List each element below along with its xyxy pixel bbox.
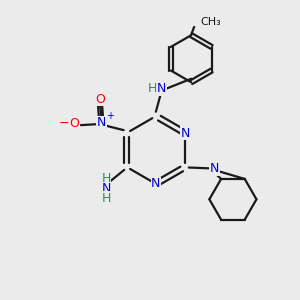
Text: N: N [97, 116, 106, 129]
Text: N: N [210, 162, 219, 175]
Text: +: + [106, 111, 114, 121]
Text: −: − [59, 117, 70, 130]
Text: CH₃: CH₃ [200, 16, 221, 27]
Text: N: N [181, 127, 190, 140]
Text: H: H [101, 192, 111, 205]
Text: H: H [101, 172, 111, 185]
Text: O: O [69, 117, 79, 130]
Text: N: N [101, 182, 111, 195]
Text: N: N [157, 82, 167, 95]
Text: O: O [95, 93, 105, 106]
Text: H: H [147, 82, 157, 95]
Text: N: N [151, 177, 160, 190]
